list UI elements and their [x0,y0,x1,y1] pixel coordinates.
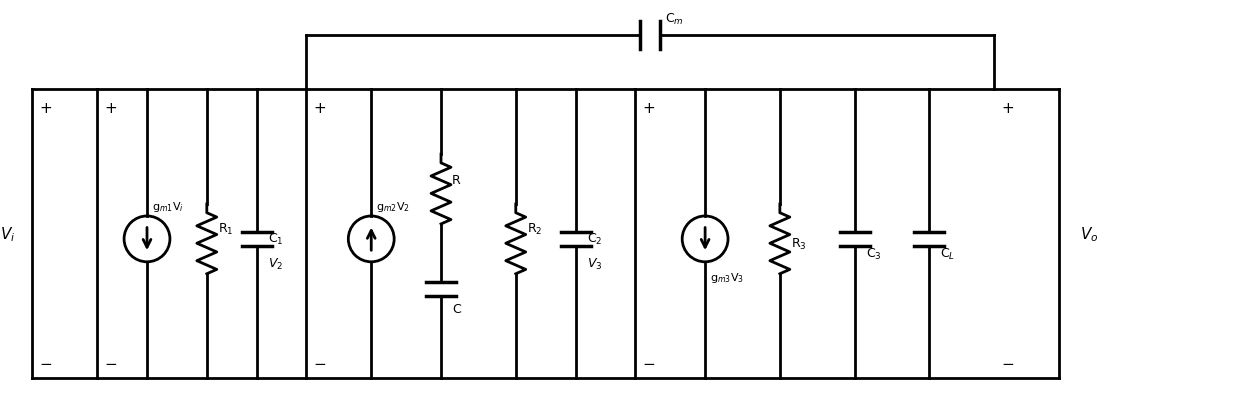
Text: −: − [40,356,52,371]
Text: +: + [1001,101,1014,116]
Text: R$_1$: R$_1$ [218,222,233,237]
Text: R$_3$: R$_3$ [791,237,806,252]
Text: +: + [314,101,326,116]
Text: R$_2$: R$_2$ [527,222,542,237]
Text: C$_3$: C$_3$ [866,247,882,262]
Text: +: + [40,101,52,116]
Text: V$_o$: V$_o$ [1080,225,1099,244]
Text: −: − [314,356,326,371]
Text: C$_m$: C$_m$ [665,12,684,27]
Text: −: − [1001,356,1014,371]
Text: −: − [642,356,655,371]
Text: V$_2$: V$_2$ [268,256,283,272]
Text: C$_1$: C$_1$ [268,232,283,247]
Text: C: C [451,302,461,315]
Text: +: + [104,101,117,116]
Text: R: R [451,173,461,186]
Text: −: − [104,356,117,371]
Text: V$_3$: V$_3$ [587,256,603,272]
Text: g$_{m3}$V$_3$: g$_{m3}$V$_3$ [711,270,744,284]
Text: g$_{m1}$V$_i$: g$_{m1}$V$_i$ [153,200,184,213]
Text: V$_i$: V$_i$ [0,225,15,244]
Text: C$_L$: C$_L$ [940,247,956,262]
Text: C$_2$: C$_2$ [587,232,601,247]
Text: g$_{m2}$V$_2$: g$_{m2}$V$_2$ [376,200,410,213]
Text: +: + [642,101,655,116]
